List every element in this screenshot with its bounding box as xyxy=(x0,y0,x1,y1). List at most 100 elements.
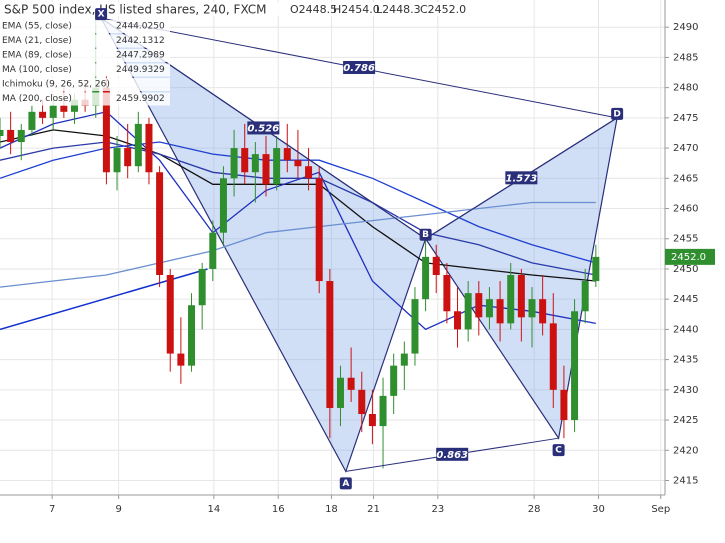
ratio-box xyxy=(436,447,469,461)
candle-body xyxy=(70,99,78,112)
candle-body xyxy=(7,129,15,143)
candle-body xyxy=(39,111,47,118)
y-tick-label: 2440 xyxy=(673,324,698,335)
candle-body xyxy=(347,377,355,390)
ma-line xyxy=(0,141,596,276)
ma-line xyxy=(0,129,596,282)
x-tick-label: 16 xyxy=(272,504,285,515)
ratio-box xyxy=(343,60,376,74)
candle-body xyxy=(379,395,387,427)
candle-body xyxy=(422,256,430,300)
point-label: A xyxy=(342,479,349,489)
candle-body xyxy=(443,275,451,312)
point-box xyxy=(339,477,352,490)
candle-body xyxy=(496,299,504,324)
candle-body xyxy=(571,311,579,421)
candle-body xyxy=(560,389,568,421)
candle-body xyxy=(145,123,153,173)
candle-body xyxy=(539,299,547,324)
ratio-box xyxy=(505,171,538,185)
candle-body xyxy=(294,160,302,167)
y-tick-label: 2430 xyxy=(673,385,698,396)
x-tick-label: Sep xyxy=(651,504,670,515)
candle-body xyxy=(336,377,344,408)
legend-name: EMA (55, close) xyxy=(2,22,72,32)
point-label: D xyxy=(613,109,620,119)
y-tick-label: 2475 xyxy=(673,113,698,124)
chart-title: S&P 500 index, US listed shares, 240, FX… xyxy=(4,3,267,17)
candle-body xyxy=(102,87,110,173)
x-tick-label: 23 xyxy=(431,504,444,515)
candle-body xyxy=(262,154,270,185)
x-tick-label: 30 xyxy=(592,504,605,515)
plot-area xyxy=(0,0,665,495)
candle-body xyxy=(241,148,249,173)
y-tick-label: 2445 xyxy=(673,294,698,305)
legend-value: 2447.2989 xyxy=(116,51,165,61)
last-price-box xyxy=(665,248,715,265)
point-box xyxy=(95,8,108,21)
x-tick-label: 18 xyxy=(325,504,338,515)
x-tick-label: 7 xyxy=(49,504,55,515)
y-tick-label: 2435 xyxy=(673,355,698,366)
point-label: B xyxy=(422,230,429,240)
candle-body xyxy=(177,353,185,366)
candle-body xyxy=(326,281,334,408)
legend-value: 2459.9902 xyxy=(116,94,165,104)
legend-name: EMA (21, close) xyxy=(2,36,72,46)
ohlc-label: L2448.3 xyxy=(376,3,421,16)
candle-body xyxy=(549,323,557,390)
candle-body xyxy=(368,414,376,427)
candle-body xyxy=(209,232,217,269)
legend-name: MA (200, close) xyxy=(2,94,72,104)
x-tick-label: 9 xyxy=(115,504,121,515)
candle-body xyxy=(400,353,408,366)
y-tick-label: 2460 xyxy=(673,204,698,215)
candle-body xyxy=(134,123,142,167)
legend: S&P 500 index, US listed shares, 240, FX… xyxy=(0,2,500,106)
legend-row-bg xyxy=(0,78,170,91)
candle-body xyxy=(485,299,493,318)
x-tick-label: 21 xyxy=(367,504,380,515)
legend-value: 2449.9329 xyxy=(116,65,165,75)
y-tick-label: 2490 xyxy=(673,22,698,33)
y-tick-label: 2480 xyxy=(673,83,698,94)
candle-body xyxy=(198,268,206,306)
point-box xyxy=(552,444,565,457)
legend-row-bg xyxy=(0,34,170,48)
candle-body xyxy=(517,275,525,318)
ratio-label: 1.573 xyxy=(506,173,538,184)
y-tick-label: 2415 xyxy=(673,475,698,486)
candle-body xyxy=(124,148,132,167)
candle-body xyxy=(390,365,398,396)
point-box xyxy=(419,228,432,241)
candle-body xyxy=(283,148,291,161)
candle-body xyxy=(28,111,36,130)
y-tick-label: 2465 xyxy=(673,173,698,184)
ratio-box xyxy=(247,121,280,135)
candle-body xyxy=(464,293,472,330)
candle-body xyxy=(454,311,462,330)
candle-body xyxy=(166,275,174,354)
x-tick-label: 14 xyxy=(207,504,220,515)
candle-body xyxy=(507,275,515,324)
candle-body xyxy=(156,172,164,275)
candle-body xyxy=(188,305,196,366)
y-tick-label: 2425 xyxy=(673,415,698,426)
y-tick-label: 2470 xyxy=(673,143,698,154)
ratio-label: 0.786 xyxy=(343,63,375,74)
candle-body xyxy=(273,148,281,185)
point-box xyxy=(611,107,624,120)
legend-value: 2442.1312 xyxy=(116,36,165,46)
candle-body xyxy=(432,256,440,275)
legend-row-bg xyxy=(0,92,170,106)
y-tick-label: 2485 xyxy=(673,52,698,63)
candle-body xyxy=(0,129,4,136)
x-tick-label: 28 xyxy=(528,504,541,515)
candle-body xyxy=(528,299,536,318)
candle-body xyxy=(251,154,259,173)
legend-row-bg xyxy=(0,63,170,77)
candle-body xyxy=(592,256,600,282)
legend-name: MA (100, close) xyxy=(2,65,72,75)
